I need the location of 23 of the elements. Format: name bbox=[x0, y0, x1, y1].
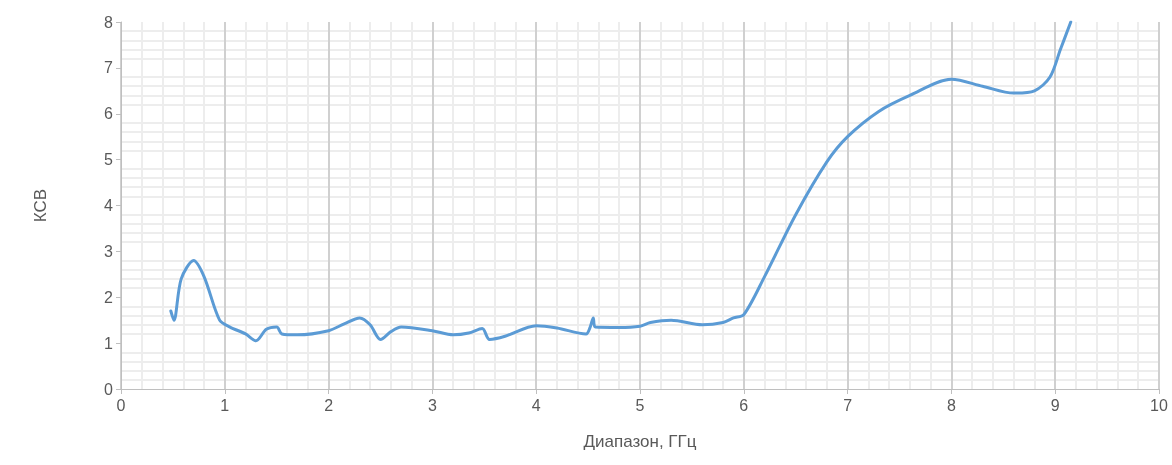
y-tick-label: 8 bbox=[104, 13, 114, 31]
x-tick-label: 8 bbox=[946, 396, 956, 414]
y-tick-label: 6 bbox=[104, 105, 114, 123]
x-tick-label: 4 bbox=[531, 396, 541, 414]
y-tick-label: 3 bbox=[104, 242, 114, 260]
y-tick-label: 0 bbox=[104, 380, 114, 398]
x-tick-label: 1 bbox=[220, 396, 230, 414]
y-axis-title: КСВ bbox=[31, 188, 50, 223]
y-tick-label: 2 bbox=[104, 288, 114, 306]
x-tick-label: 6 bbox=[739, 396, 749, 414]
x-tick-label: 3 bbox=[427, 396, 437, 414]
x-tick-label: 2 bbox=[324, 396, 334, 414]
y-tick-label: 4 bbox=[104, 197, 114, 214]
x-tick-label: 10 bbox=[1150, 396, 1168, 414]
y-tick-label: 1 bbox=[104, 334, 114, 352]
y-tick-label: 5 bbox=[104, 151, 114, 169]
y-tick-label: 7 bbox=[104, 59, 114, 77]
x-tick-label: 7 bbox=[843, 396, 853, 414]
x-tick-label: 9 bbox=[1050, 396, 1060, 414]
x-axis-title: Диапазон, ГГц bbox=[583, 432, 697, 451]
x-tick-label: 0 bbox=[116, 396, 126, 414]
x-tick-label: 5 bbox=[635, 396, 645, 414]
line-series bbox=[169, 20, 1073, 343]
